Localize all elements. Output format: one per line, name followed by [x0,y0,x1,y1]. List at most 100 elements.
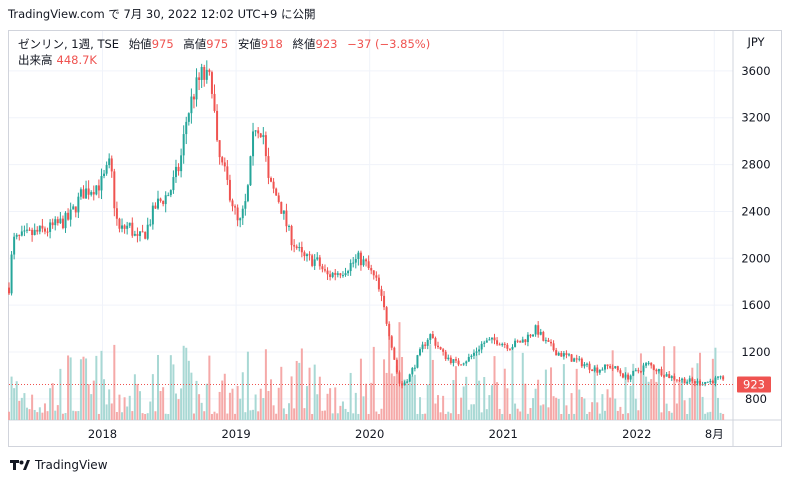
volume-bar [413,374,416,420]
volume-bar [151,374,154,420]
symbol-label[interactable]: ゼンリン, 1週, TSE [18,37,120,51]
volume-bar [156,354,159,420]
volume-bar [56,405,59,420]
candle-body [431,334,434,339]
volume-bar [388,336,391,420]
candle-body [28,229,31,231]
candle-body [298,247,301,249]
volume-bar [675,403,678,420]
volume-bar [162,387,165,420]
volume-bar [568,413,571,420]
candle-body [347,271,350,274]
candle-body [526,334,529,343]
candle-body [555,350,558,356]
candle-body [508,348,511,350]
candle-body [642,365,645,372]
volume-bar [434,403,437,420]
y-axis: 800 1200 1600 2000 2400 2800 3200 3600 [741,64,770,406]
volume-bar [560,413,563,420]
candle-body [223,162,226,167]
candle-body [61,218,64,229]
volume-bar [681,378,684,420]
candle-body [198,77,201,80]
candle-body [411,368,414,375]
candle-body [714,377,717,384]
volume-bar [619,406,622,420]
candle-body [452,359,455,364]
candle-body [719,376,722,378]
candle-body [182,134,185,156]
candles [8,60,725,389]
ohlc-legend: ゼンリン, 1週, TSE 始値975 高値975 安値918 終値923 −3… [18,36,436,52]
y-tick-label: 3200 [741,111,770,125]
candle-body [146,224,149,239]
candle-body [490,337,493,340]
volume-bar [421,413,424,420]
candle-body [92,192,95,195]
volume-bar [275,413,278,420]
candle-body [621,373,624,378]
candle-body [573,358,576,362]
volume-bar [575,368,578,420]
candle-body [154,205,157,209]
candle-body [550,341,553,344]
candle-body [185,121,188,135]
candle-body [488,339,491,341]
candle-body [246,185,249,202]
candle-body [709,380,712,382]
candle-body [424,344,427,346]
candle-body [203,67,206,80]
volume-bar [652,364,655,420]
candle-body [257,130,260,134]
volume-bar [362,396,365,420]
volume-bar [603,410,606,420]
candle-body [596,367,599,373]
volume-bar [673,346,676,420]
volume-bar [498,408,501,420]
candle-body [383,295,386,308]
candle-body [210,72,213,94]
candle-body [388,323,391,337]
volume-bar [74,411,77,420]
candle-body [647,362,650,364]
volume-bar [341,401,344,420]
candle-body [645,363,648,366]
volume-bar [699,352,702,420]
volume-bar [236,385,239,420]
volume-bar [614,398,617,420]
candle-body [365,259,368,262]
candle-body [634,370,637,372]
candle-body [493,337,496,341]
chart-frame [8,30,782,447]
candle-body [87,188,90,195]
volume-bar [254,394,257,420]
volume-bar [580,397,583,420]
volume-bar [121,412,124,420]
candle-body [611,367,614,369]
candle-body [54,219,57,226]
volume-bar [429,344,432,420]
volume-bar [331,413,334,420]
volume-bar [665,403,668,420]
volume-bar [722,413,725,420]
candle-body [105,165,108,174]
candle-body [100,176,103,191]
volume-bar [390,373,393,420]
candle-body [192,96,195,100]
volume-bar [272,405,275,420]
candle-body [419,349,422,356]
candle-body [270,177,273,182]
candle-body [449,357,452,364]
volume-bar [709,411,712,420]
candle-body [195,77,198,100]
candle-body [216,110,219,141]
candle-body [144,232,147,239]
x-axis: 2018 2019 2020 2021 2022 8月 [88,427,724,441]
volume-bar [239,398,242,420]
volume-bar [706,412,709,420]
footer-brand[interactable]: TradingView [10,458,108,472]
candle-body [534,325,537,335]
volume-bar [105,404,108,420]
volume-bar [141,413,144,420]
